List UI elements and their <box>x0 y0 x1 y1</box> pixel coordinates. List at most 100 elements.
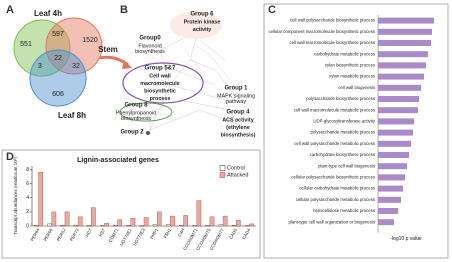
group-description: Protein kinase <box>184 19 221 25</box>
venn-count: 551 <box>20 41 32 48</box>
group-description: MAPK signaling <box>217 93 255 99</box>
bar <box>205 225 211 227</box>
panel-label: A <box>6 4 14 16</box>
panel-label: C <box>268 4 276 16</box>
bar <box>34 225 39 227</box>
group-description: biosynthesis) <box>221 132 256 138</box>
x-tick-label: UGT72E1 <box>119 227 133 247</box>
venn-label: Leaf 4h <box>34 9 62 18</box>
group-outline <box>119 102 173 122</box>
group-name: Group 4 <box>226 110 250 116</box>
venn-set <box>13 19 71 77</box>
y-tick-label: cell wall macromolecule metabolic proces… <box>294 107 375 112</box>
group-description: activity <box>193 27 212 33</box>
group-description: ACS activity <box>222 117 253 123</box>
venn-count: 22 <box>54 55 62 62</box>
group-description: biosynthesis <box>135 49 165 55</box>
y-tick-label: polysaccharide metabolic process <box>311 130 376 135</box>
venn-count: 1520 <box>82 37 98 44</box>
bar <box>179 225 184 227</box>
bar <box>378 185 403 192</box>
y-tick-label: cellular carbohydrate metabolic process <box>299 186 375 191</box>
bar <box>378 163 407 170</box>
bar <box>192 225 197 227</box>
bar <box>378 152 409 158</box>
venn-count: 3 <box>38 63 42 70</box>
group-description: (ethylene <box>226 125 250 131</box>
y-tick-label: xylan biosynthetic process <box>325 63 375 68</box>
venn-label: Leaf 8h <box>58 111 86 120</box>
venn-count: 32 <box>72 63 80 70</box>
bar <box>378 17 434 24</box>
chart-title: Lignin-associated genes <box>77 157 159 164</box>
bar <box>378 174 405 181</box>
group-description: Cell wall <box>149 73 171 79</box>
y-tick-label: cell wall biogenesis <box>338 85 375 90</box>
y-tick-label: cell wall polysaccharide biosynthetic pr… <box>290 18 375 23</box>
bar <box>378 28 432 35</box>
y-tick-label: plant-type cell wall biogenesis <box>318 163 375 168</box>
bar <box>130 218 136 227</box>
group-name: Group0 <box>139 36 161 42</box>
bar <box>156 211 162 227</box>
venn-set <box>29 49 87 107</box>
y-tick-label: UDP-glycosyltransferase activity <box>313 119 375 124</box>
panel-label: D <box>6 151 14 163</box>
panel-d-frame <box>1 149 261 259</box>
venn-count: 597 <box>52 31 64 38</box>
bar <box>378 208 398 214</box>
bar <box>249 223 254 227</box>
panel-label: B <box>120 4 128 16</box>
venn-set <box>45 17 103 75</box>
bar <box>38 172 44 227</box>
bar <box>378 40 431 46</box>
group-name: Group 8 <box>124 103 148 109</box>
bar <box>47 223 52 227</box>
bar <box>378 96 419 102</box>
bar <box>126 225 132 227</box>
group-description: macromolecule <box>140 81 180 87</box>
y-tick-label: 8 <box>26 167 29 173</box>
group-name: Group 6 <box>190 12 214 18</box>
y-tick-label: 4 <box>26 195 29 201</box>
x-tick-label: C4H <box>177 228 186 238</box>
y-tick-label: 0 <box>26 223 29 229</box>
y-tick-label: carbohydrate biosynthetic process <box>310 152 375 157</box>
x-tick-label: PER66 <box>42 227 53 242</box>
group-name: Group 5&7 <box>145 66 176 72</box>
y-tick-label: cell wall polysaccharide metabolic proce… <box>294 141 375 146</box>
y-tick-label: hemicellulose metabolic process <box>313 208 375 213</box>
y-tick-label: carbohydrate metabolic process <box>314 51 375 56</box>
x-tick-label: CAD4 <box>241 227 251 240</box>
bar <box>77 216 83 227</box>
x-tick-label: HCT <box>84 227 93 237</box>
bar <box>222 215 228 227</box>
y-tick-label: polysaccharide biosynthetic process <box>306 96 375 101</box>
group-outline <box>170 11 222 39</box>
panel-c-frame <box>263 3 449 259</box>
bar <box>143 217 149 227</box>
group-description: pathway <box>226 99 246 105</box>
bar <box>104 222 109 227</box>
node <box>146 131 150 135</box>
legend-label: Control <box>227 165 245 171</box>
y-tick-label: plant-type cell wall organization or bio… <box>289 219 375 224</box>
bar <box>236 220 241 227</box>
bar <box>378 107 418 114</box>
bar <box>86 225 92 227</box>
x-tick-label: PER64 <box>29 227 40 242</box>
y-tick-label: cellular component macromolecule biosynt… <box>268 29 375 34</box>
bar <box>64 211 70 227</box>
x-tick-label: UGT72E3 <box>132 227 146 247</box>
x-tick-label: PER72 <box>69 227 80 242</box>
group-description: biosynthetic <box>144 88 176 94</box>
x-tick-label: PRP1 <box>149 227 159 240</box>
x-tick-label: COMT1 <box>108 227 120 243</box>
y-tick-label: cellular polysaccharide biosynthetic pro… <box>291 175 375 180</box>
venn-label: Stem <box>98 45 118 54</box>
x-tick-label: F5H1 <box>163 227 173 239</box>
legend-swatch <box>219 172 226 178</box>
legend-swatch <box>219 165 226 171</box>
y-tick-label: xylan metabolic process <box>329 74 375 79</box>
bar <box>113 225 118 227</box>
